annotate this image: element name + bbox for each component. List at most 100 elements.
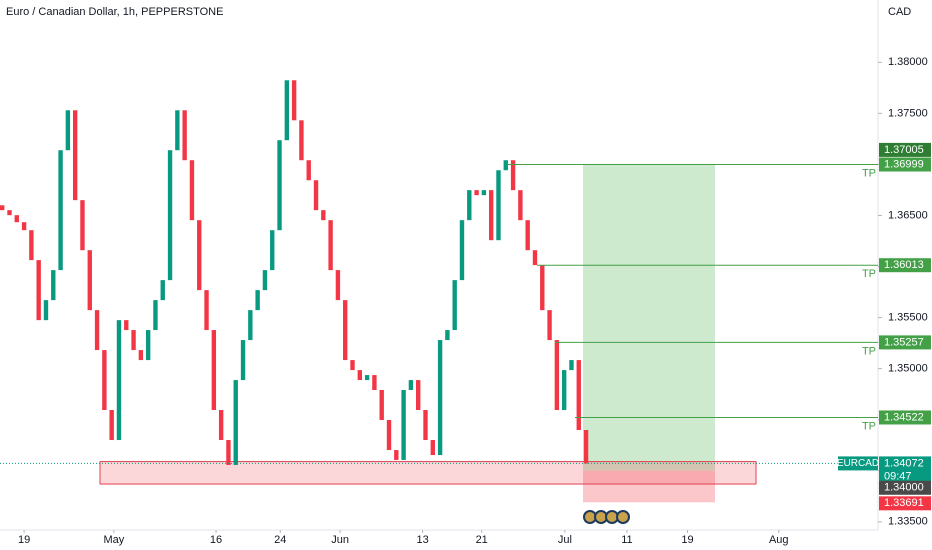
candle [459,220,465,281]
candle [51,270,56,301]
candle [65,110,71,151]
y-tick-label: 1.37500 [888,107,928,119]
candle [87,250,92,311]
candle [408,380,414,390]
candle [518,190,523,221]
candle [583,430,589,464]
y-tick-label: 1.33500 [888,516,928,528]
candle [167,150,173,281]
candle [72,110,78,201]
candle [262,270,268,291]
candle [503,160,508,171]
candle [21,222,27,231]
candle [445,330,450,341]
x-tick-label: 19 [681,534,693,546]
candle [569,360,574,371]
candle [109,410,114,441]
candle [160,280,165,301]
candle [532,250,538,266]
candle [7,210,12,216]
candle [233,380,238,465]
tp-price-label: 1.35257 [884,336,924,348]
target-box [879,142,931,157]
candle [561,370,567,411]
candle [474,190,479,196]
candle [576,360,581,431]
candle [255,290,260,311]
event-icon[interactable] [616,510,630,524]
candle [116,320,122,441]
tp-price-box [879,335,931,350]
x-tick-label: 16 [210,534,222,546]
candle [58,150,63,271]
x-tick-label: Jun [331,534,349,546]
tp-tag: TP [862,420,876,432]
candle [197,220,202,291]
candle [423,410,428,441]
candle [510,160,516,191]
y-tick-label: 1.38000 [888,56,928,68]
tp-tag: TP [862,268,876,280]
candle [36,260,41,321]
tp-price-label: 1.34522 [884,411,924,423]
tp-price-box [879,157,931,172]
candle [43,300,49,321]
candle [488,190,494,241]
candle [189,160,195,221]
candle [416,380,421,411]
y-tick-label: 1.35500 [888,311,928,323]
x-tick-label: Aug [769,534,789,546]
symbol-label: EURCAD [837,458,879,469]
candle [14,215,19,223]
candle [138,350,144,361]
currency: CAD [888,6,911,18]
candle [394,450,399,460]
candle [226,440,231,465]
tp-price-box [879,258,931,273]
entry-label: 1.34000 [884,482,924,494]
candle [211,330,217,411]
x-tick-label: Jul [558,534,572,546]
candle [467,190,472,221]
tp-price-label: 1.36999 [884,158,924,170]
candle [372,375,377,390]
target-label: 1.37005 [884,144,924,156]
last-price-label: 1.34072 [884,457,924,469]
candle [386,420,392,451]
candle [270,230,275,271]
support-zone [99,461,757,485]
last-price-box [879,456,931,485]
candle [313,180,319,211]
tp-price-box [879,410,931,425]
candle [430,440,435,456]
tp-price-label: 1.36013 [884,259,924,271]
candle [350,360,355,371]
candle [291,80,297,121]
target-zone [583,163,715,471]
candle [401,389,406,460]
stop-box [879,496,931,511]
candle [328,220,333,271]
candle [343,300,348,361]
candle [321,210,326,221]
overlay-layer: TP 1.36999 TP 1.36013 TP 1.35257 TP 1.34522 1.37… [0,142,931,511]
x-tick-label: 21 [476,534,488,546]
candle [554,340,560,411]
candle [437,340,443,456]
y-tick-label: 1.36500 [888,209,928,221]
candle [131,330,136,351]
candle [145,330,151,361]
candle [277,140,282,231]
x-tick-label: 11 [621,534,632,546]
candle [547,310,552,341]
candle [306,160,311,181]
candle [452,280,457,331]
tp-tag: TP [862,345,876,357]
candle [335,270,341,301]
x-tick-label: 24 [274,534,286,546]
candle [80,200,85,251]
event-icons[interactable] [583,510,630,524]
candle [357,370,363,381]
